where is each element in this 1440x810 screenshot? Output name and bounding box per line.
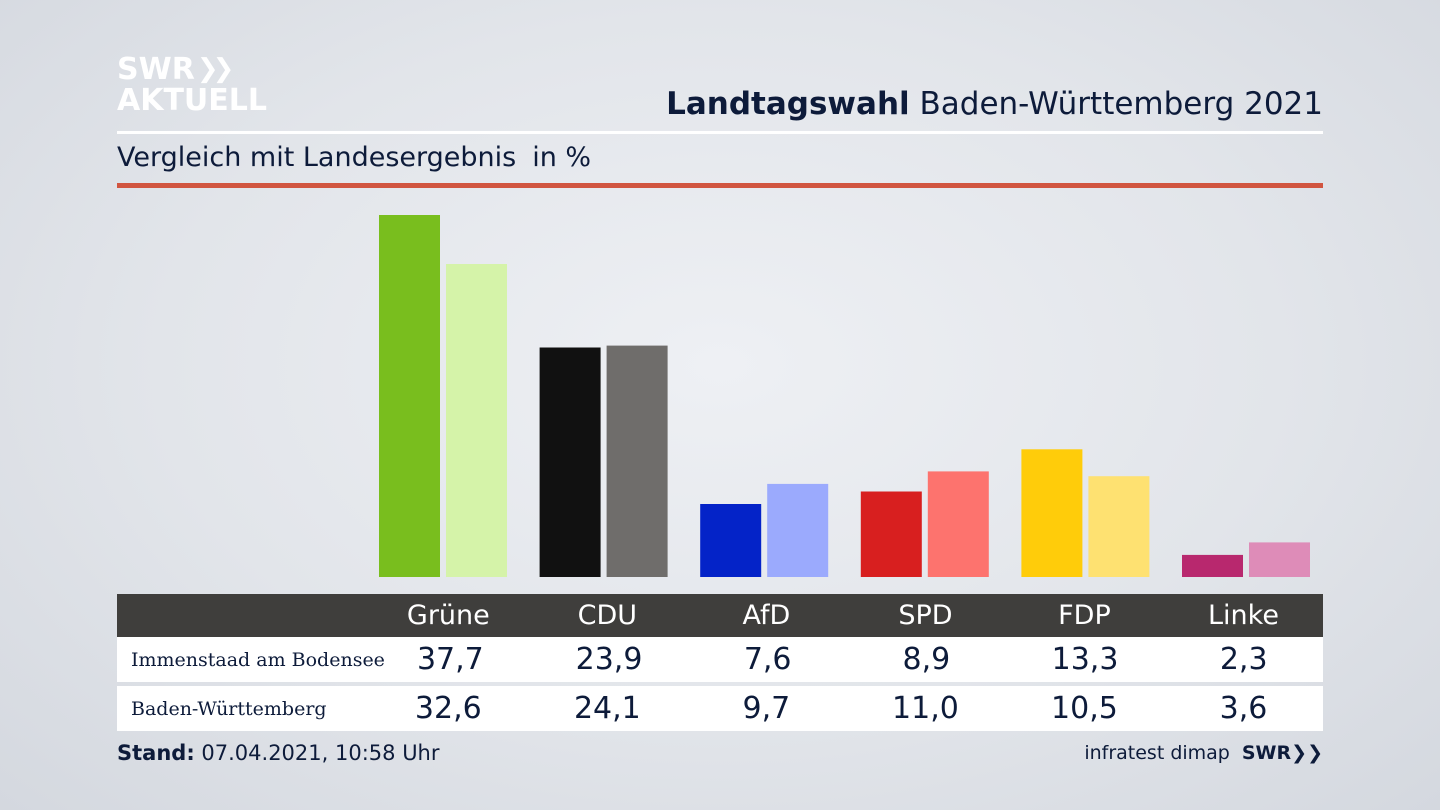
- bar-spd-local: [860, 491, 922, 577]
- chart-subtitle: Vergleich mit Landesergebnis in %: [117, 142, 591, 173]
- logo-line1: SWR: [117, 52, 195, 87]
- row-label: Baden-Württemberg: [131, 697, 327, 720]
- bar-fdp-state: [1088, 476, 1150, 577]
- logo-arrows-icon: ❯❯: [196, 54, 234, 84]
- header-divider: [117, 131, 1323, 134]
- table-cell: 32,6: [414, 691, 482, 726]
- table-cell: 11,0: [892, 691, 959, 726]
- party-header: FDP: [1058, 600, 1111, 631]
- table-cell: 2,3: [1219, 642, 1268, 677]
- table-cell: 37,7: [416, 642, 484, 677]
- swr-brand-text: SWR: [1241, 742, 1292, 764]
- bar-cdu-state: [606, 345, 668, 577]
- bar-linke-state: [1249, 542, 1310, 577]
- timestamp: Stand: 07.04.2021, 10:58 Uhr: [117, 741, 440, 765]
- table-cell: 13,3: [1051, 642, 1119, 677]
- table-row: Immenstaad am Bodensee 37,7 23,9 7,6 8,9…: [117, 637, 1323, 682]
- bar-fdp-local: [1021, 449, 1083, 577]
- party-header: Grüne: [406, 600, 490, 631]
- table-cell: 10,5: [1051, 691, 1118, 726]
- stand-value: 07.04.2021, 10:58 Uhr: [201, 741, 440, 765]
- logo-line2: AKTUELL: [117, 83, 268, 118]
- table-cell: 7,6: [743, 642, 792, 677]
- title-rest: Baden-Württemberg 2021: [919, 86, 1323, 122]
- source-credit: infratest dimap SWR❯❯: [1084, 742, 1323, 764]
- table-cell: 9,7: [742, 691, 791, 726]
- swr-aktuell-logo: SWR ❯❯ AKTUELL: [117, 54, 267, 116]
- party-header: AfD: [742, 600, 791, 631]
- swr-brand: SWR❯❯: [1242, 742, 1323, 764]
- bar-grne-state: [446, 264, 507, 577]
- title-bold: Landtagswahl: [666, 86, 910, 122]
- subtitle-unit: in %: [532, 142, 592, 173]
- table-header-empty: [117, 594, 369, 637]
- table-row: Baden-Württemberg 32,6 24,1 9,7 11,0 10,…: [117, 686, 1323, 731]
- stand-label: Stand:: [117, 741, 195, 765]
- party-header: SPD: [898, 600, 953, 631]
- row-label: Immenstaad am Bodensee: [131, 648, 385, 671]
- accent-divider: [117, 183, 1323, 188]
- table-cell: 3,6: [1219, 691, 1268, 726]
- page-title: Landtagswahl Baden-Württemberg 2021: [666, 86, 1323, 122]
- table-cell: 23,9: [575, 642, 643, 677]
- subtitle-text: Vergleich mit Landesergebnis: [117, 142, 517, 173]
- table-cell: 8,9: [902, 642, 951, 677]
- bar-grne-local: [379, 215, 440, 577]
- swr-arrows-icon: ❯❯: [1291, 742, 1323, 764]
- party-header: CDU: [577, 600, 638, 631]
- source-text: infratest dimap: [1084, 742, 1230, 764]
- bar-linke-local: [1182, 554, 1243, 577]
- bar-afd-state: [767, 483, 829, 577]
- results-table: Grüne CDU AfD SPD FDP Linke Immenstaad a…: [117, 594, 1323, 731]
- party-header: Linke: [1208, 600, 1279, 631]
- bar-spd-state: [927, 471, 989, 577]
- bar-cdu-local: [539, 347, 601, 577]
- table-cell: 24,1: [573, 691, 641, 726]
- bar-afd-local: [700, 504, 762, 577]
- table-header-row: Grüne CDU AfD SPD FDP Linke: [117, 594, 1323, 637]
